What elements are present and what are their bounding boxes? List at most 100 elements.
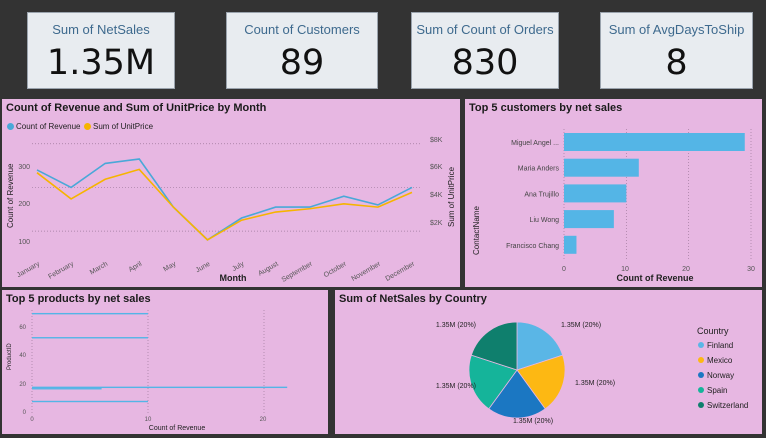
legend-label-finland: Finland <box>707 341 733 350</box>
products-grid <box>31 310 265 414</box>
products-bars <box>32 312 288 403</box>
product-bar-2[interactable] <box>32 337 148 339</box>
kpi-label: Sum of AvgDaysToShip <box>608 22 745 37</box>
line-x-axis-title: Month <box>220 273 247 283</box>
right-tick-label: $8K <box>430 137 443 144</box>
pie-slice-mexico[interactable] <box>516 354 566 410</box>
bar-liu-wong[interactable] <box>564 210 614 229</box>
legend-swatch-switzerland <box>698 402 704 408</box>
category-label-francisco-chang: Francisco Chang <box>506 243 559 250</box>
legend-swatch-unitprice <box>84 123 91 130</box>
product-bar-4[interactable] <box>32 388 102 390</box>
left-tick-label: 100 <box>18 239 30 246</box>
pie-slice-finland[interactable] <box>516 321 564 371</box>
bar-francisco-chang[interactable] <box>564 235 577 254</box>
customers-x-axis-title: Count of Revenue <box>616 273 693 283</box>
category-label-maria-anders: Maria Anders <box>518 166 560 173</box>
legend-label-mexico: Mexico <box>707 356 733 365</box>
products-x-tick-label: 0 <box>30 417 34 423</box>
customers-category-labels: Miguel Angel ... Maria Anders Ana Trujillo… <box>506 140 559 250</box>
customers-tick-label: 0 <box>562 266 566 273</box>
legend-label-switzerland: Switzerland <box>707 401 748 410</box>
series-line-count-of-revenue[interactable] <box>36 158 413 241</box>
x-tick-label-august: August <box>257 261 279 278</box>
line-chart-grid <box>32 143 422 232</box>
x-tick-label-november: November <box>350 260 382 283</box>
legend-swatch-mexico <box>698 357 704 363</box>
category-label-ana-trujillo: Ana Trujillo <box>524 191 559 198</box>
x-tick-label-february: February <box>47 260 75 280</box>
x-tick-label-june: June <box>195 261 212 275</box>
category-label-liu-wong: Liu Wong <box>530 217 560 224</box>
right-tick-label: $2K <box>430 220 443 227</box>
line-chart: Count of Revenue Sum of UnitPrice 100 20… <box>6 122 456 284</box>
legend-swatch-finland <box>698 342 704 348</box>
products-chart-panel[interactable]: Top 5 products by net sales 0 20 40 60 0… <box>2 290 328 434</box>
pie-slices <box>468 321 566 419</box>
products-bar-chart: 0 20 40 60 0 10 20 Count of Revenue Prod… <box>7 310 288 432</box>
right-tick-label: $4K <box>430 192 443 199</box>
pie-slice-norway[interactable] <box>488 369 546 419</box>
customers-chart-title: Top 5 customers by net sales <box>469 102 623 114</box>
x-tick-label-july: July <box>231 260 246 273</box>
kpi-value: 8 <box>665 43 688 83</box>
kpi-orders-card[interactable]: Sum of Count of Orders 830 <box>411 12 559 89</box>
kpi-value: 830 <box>451 43 519 83</box>
legend-label-spain: Spain <box>707 386 727 395</box>
product-bar-5[interactable] <box>32 400 148 403</box>
bar-miguel-angel[interactable] <box>564 133 745 151</box>
pie-chart-panel[interactable]: Sum of NetSales by Country 1.35M (20%) 1.… <box>335 290 762 434</box>
x-tick-label-october: October <box>323 260 349 279</box>
kpi-label: Count of Customers <box>244 22 360 37</box>
pie-slice-switzerland[interactable] <box>470 321 518 371</box>
products-y-axis-title: ProductID <box>7 343 13 370</box>
legend-swatch-spain <box>698 387 704 393</box>
pie-chart: 1.35M (20%) 1.35M (20%) 1.35M (20%) 1.35M (… <box>436 321 748 425</box>
legend-swatch-norway <box>698 372 704 378</box>
line-chart-title: Count of Revenue and Sum of UnitPrice by… <box>6 102 267 114</box>
line-chart-panel[interactable]: Count of Revenue and Sum of UnitPrice by… <box>2 99 460 287</box>
products-x-tick-label: 20 <box>260 417 267 423</box>
products-y-tick-label: 20 <box>19 382 26 388</box>
customers-bars <box>564 133 745 254</box>
pie-chart-title: Sum of NetSales by Country <box>339 293 487 305</box>
products-chart-title: Top 5 products by net sales <box>6 293 151 305</box>
pie-label-mexico: 1.35M (20%) <box>575 380 615 387</box>
legend-label-revenue: Count of Revenue <box>16 122 81 131</box>
product-bar-3[interactable] <box>32 386 288 389</box>
pie-legend: Finland Mexico Norway Spain Switzerland <box>698 341 748 410</box>
x-tick-label-april: April <box>128 260 144 273</box>
kpi-label: Sum of NetSales <box>52 22 150 37</box>
customers-tick-label: 30 <box>747 266 755 273</box>
customers-tick-label: 20 <box>682 266 690 273</box>
pie-label-switzerland: 1.35M (20%) <box>436 322 476 329</box>
pie-label-finland: 1.35M (20%) <box>561 322 601 329</box>
customers-chart-panel[interactable]: Top 5 customers by net sales Miguel Ange… <box>465 99 762 287</box>
kpi-avgdays-card[interactable]: Sum of AvgDaysToShip 8 <box>600 12 753 89</box>
products-x-axis-title: Count of Revenue <box>149 425 206 432</box>
product-bar-1[interactable] <box>32 312 148 315</box>
kpi-value: 89 <box>279 43 325 83</box>
pie-legend-title: Country <box>697 326 729 336</box>
line-right-axis-title: Sum of UnitPrice <box>447 166 456 227</box>
right-tick-label: $6K <box>430 164 443 171</box>
customers-bar-chart: Miguel Angel ... Maria Anders Ana Trujillo… <box>472 129 755 283</box>
x-tick-label-may: May <box>162 260 177 273</box>
x-tick-label-march: March <box>89 261 109 277</box>
bar-ana-trujillo[interactable] <box>564 184 627 203</box>
products-y-tick-label: 60 <box>19 325 26 331</box>
x-tick-label-september: September <box>281 260 315 284</box>
kpi-netsales-card[interactable]: Sum of NetSales 1.35M <box>27 12 175 89</box>
kpi-customers-card[interactable]: Count of Customers 89 <box>226 12 378 89</box>
bar-maria-anders[interactable] <box>564 158 639 177</box>
series-line-sum-of-unitprice[interactable] <box>36 168 413 241</box>
customers-tick-label: 10 <box>621 266 629 273</box>
legend-label-unitprice: Sum of UnitPrice <box>93 122 154 131</box>
customers-y-axis-title: ContactName <box>472 206 481 255</box>
line-month-labels: January February March April May June July Augu… <box>16 260 417 284</box>
pie-slice-spain[interactable] <box>468 354 518 410</box>
kpi-label: Sum of Count of Orders <box>416 22 554 37</box>
x-tick-label-december: December <box>385 260 417 283</box>
products-y-tick-label: 40 <box>19 353 26 359</box>
category-label-miguel-angel: Miguel Angel ... <box>511 140 559 147</box>
